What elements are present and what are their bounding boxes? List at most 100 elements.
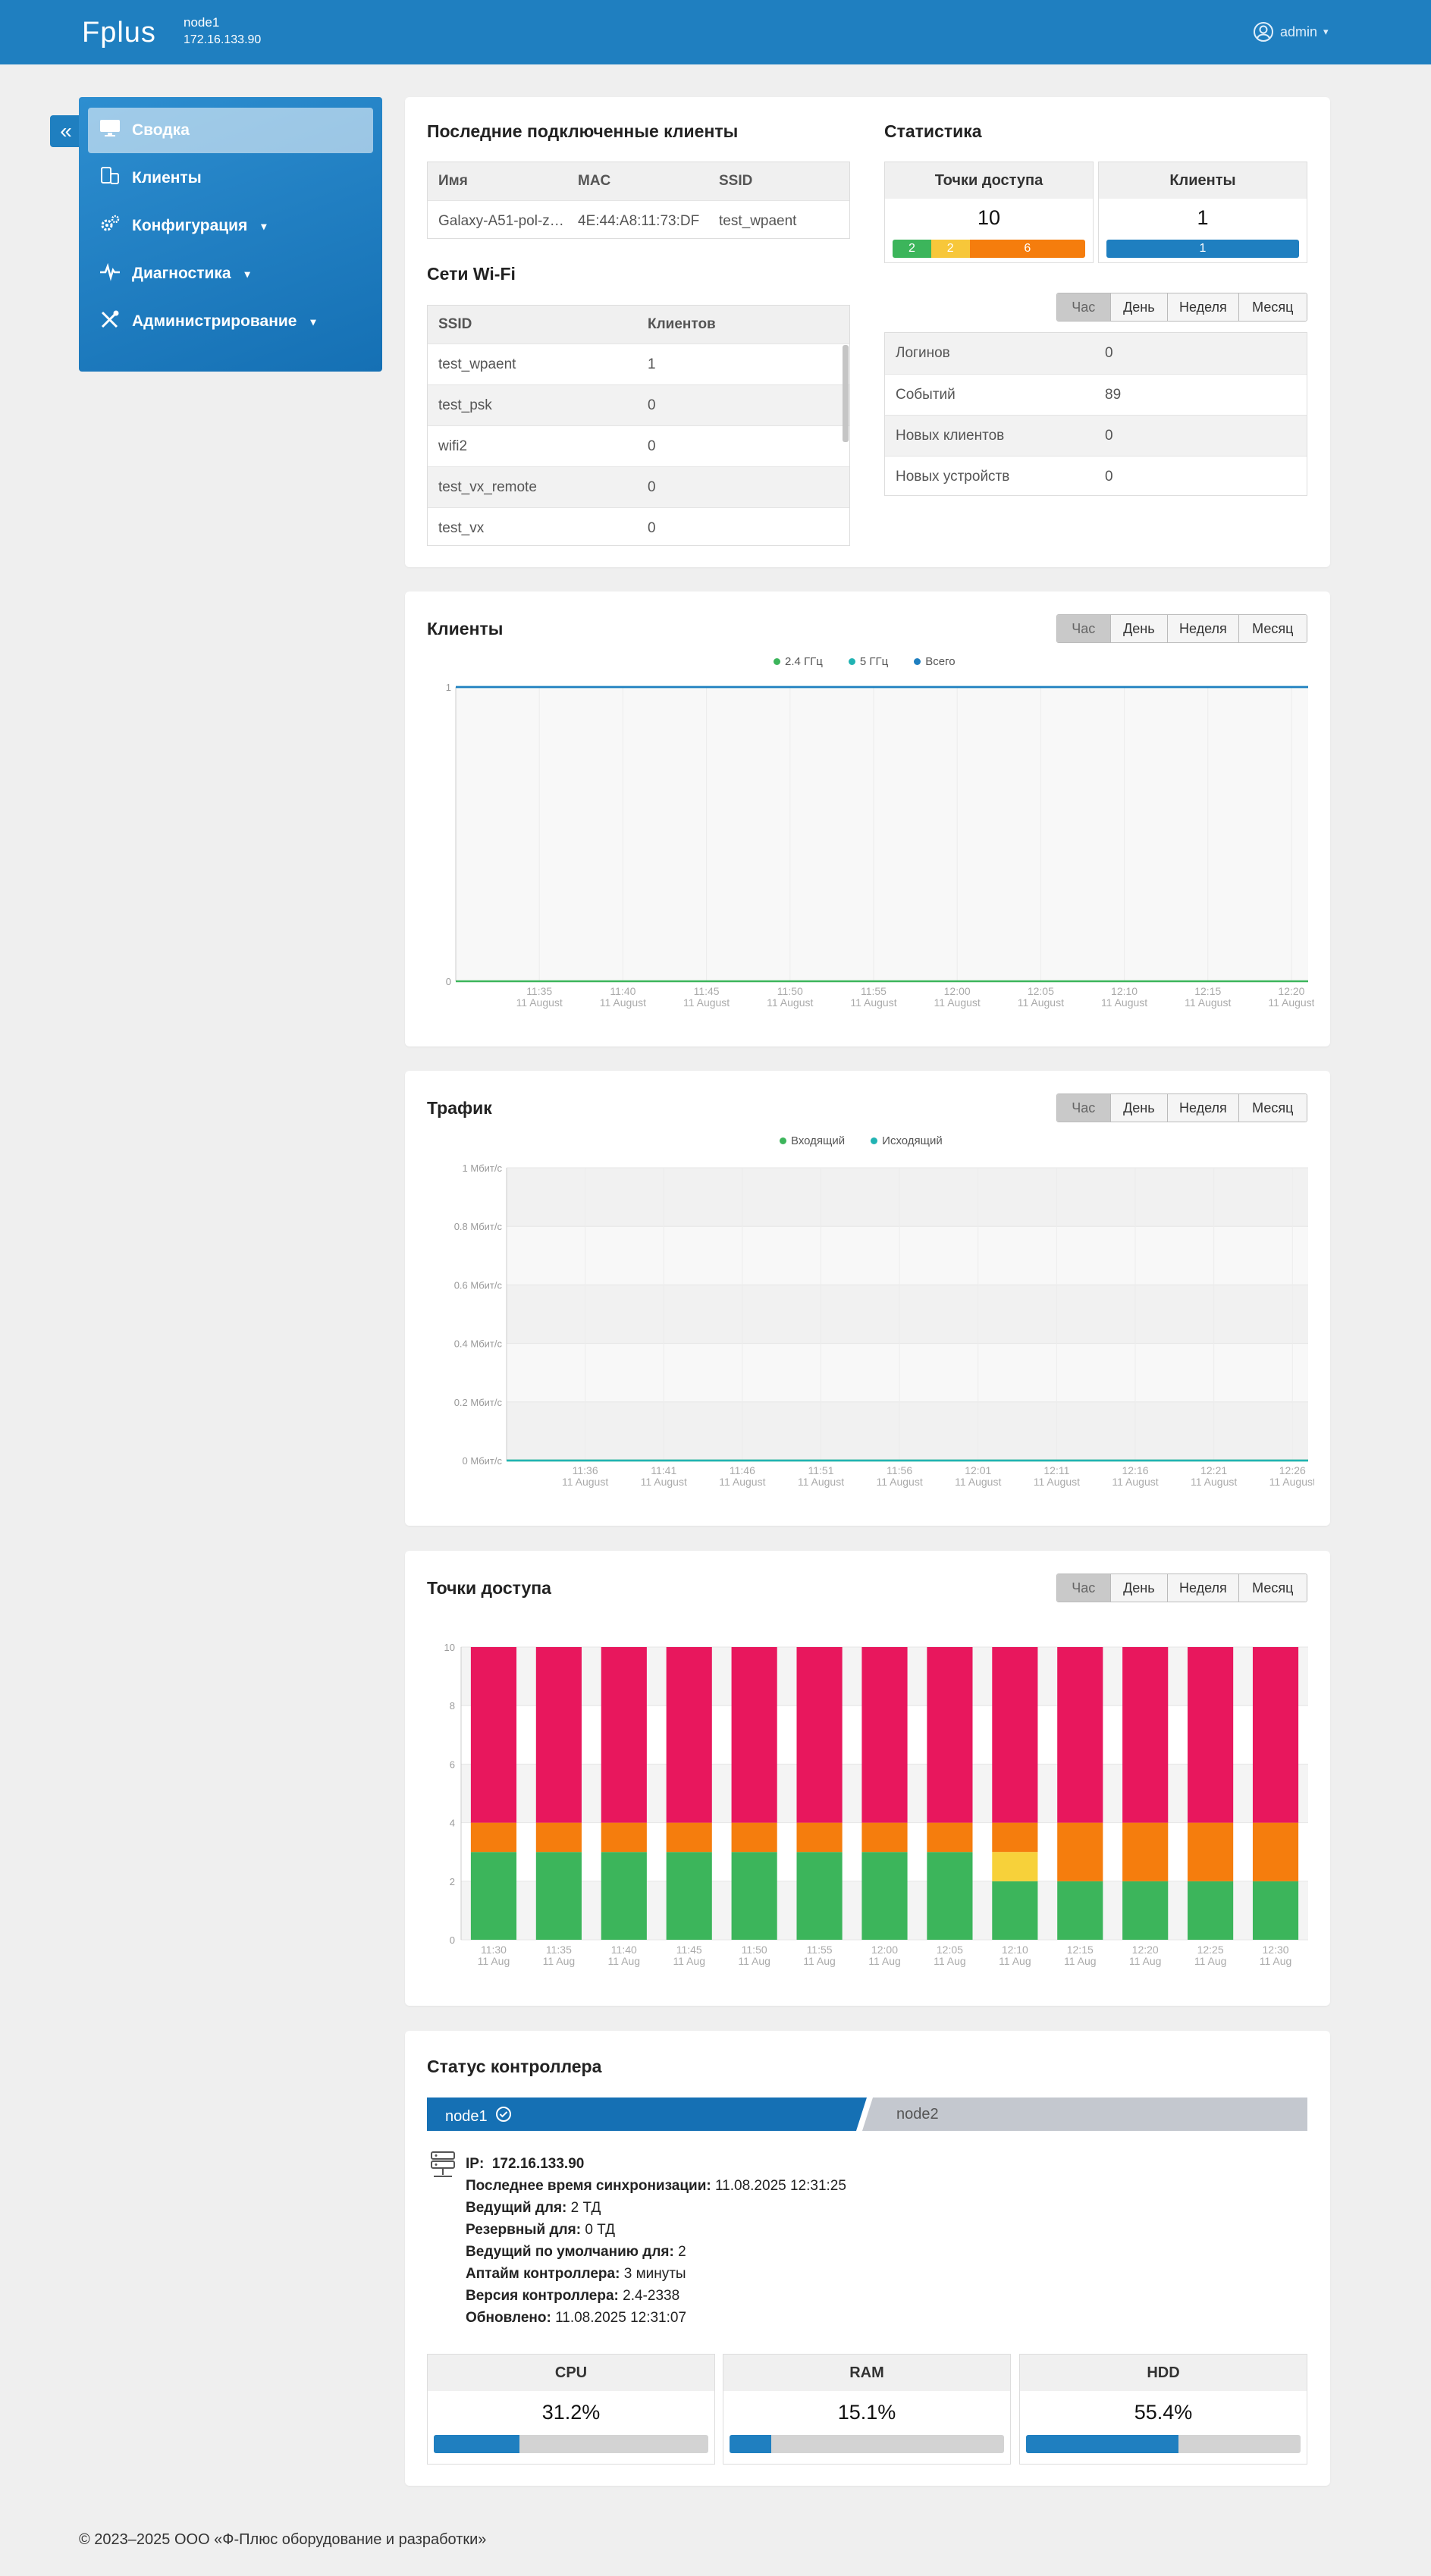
scrollbar[interactable] <box>843 345 849 442</box>
traffic-chart-title: Трафик <box>427 1098 492 1118</box>
x-tick-sublabel: 11 Aug <box>1194 1955 1227 1967</box>
wifi-ssid: test_vx <box>438 519 485 536</box>
y-tick-label: 0.6 Мбит/с <box>454 1279 503 1291</box>
table-row[interactable]: test_vx 0 <box>428 507 849 545</box>
wifi-table: SSID Клиентов test_wpaent 1 test_psk 0 wif… <box>427 305 850 546</box>
check-circle-icon <box>495 2106 512 2127</box>
bar-segment <box>470 1822 517 1853</box>
tab-node1[interactable] <box>427 2098 867 2131</box>
column-header: SSID <box>719 173 753 189</box>
wifi-clients: 0 <box>648 438 656 454</box>
user-name: admin <box>1280 24 1318 39</box>
devices-icon <box>99 166 121 190</box>
table-row[interactable]: test_psk 0 <box>428 384 849 425</box>
user-menu[interactable]: admin ▾ <box>1253 21 1329 42</box>
client-mac: 4E:44:A8:11:73:DF <box>578 212 700 229</box>
tab-node1-label[interactable]: node1 <box>445 2106 512 2127</box>
period-day-button[interactable]: День <box>1109 1574 1168 1602</box>
stat-label: Логинов <box>896 345 950 361</box>
sidebar-item-diagnostics[interactable]: Диагностика ▾ <box>88 251 373 297</box>
y-tick-label: 0 <box>450 1934 455 1946</box>
table-header: SSID Клиентов <box>428 306 849 344</box>
x-tick-sublabel: 11 August <box>719 1476 765 1488</box>
y-tick-label: 4 <box>450 1818 455 1829</box>
column-header: Имя <box>438 173 468 189</box>
sidebar-item-summary[interactable]: Сводка <box>88 108 373 153</box>
chevron-down-icon: ▾ <box>310 315 316 328</box>
sidebar: Сводка Клиенты Конфигурация ▾ Диагностик… <box>79 97 382 372</box>
legend-item[interactable]: 5 ГГц <box>848 655 888 668</box>
period-week-button[interactable]: Неделя <box>1167 1574 1238 1602</box>
bar-segment <box>535 1647 582 1823</box>
legend-item[interactable]: 2.4 ГГц <box>774 655 823 668</box>
controller-title: Статус контроллера <box>427 2057 602 2076</box>
table-row[interactable]: test_wpaent 1 <box>428 344 849 384</box>
x-tick-label: 11:56 <box>887 1464 912 1476</box>
period-week-button[interactable]: Неделя <box>1167 615 1238 642</box>
period-hour-button[interactable]: Час <box>1057 293 1110 321</box>
sidebar-item-configuration[interactable]: Конфигурация ▾ <box>88 203 373 249</box>
logo[interactable]: Fplus <box>82 17 156 49</box>
x-tick-sublabel: 11 August <box>1101 996 1147 1009</box>
hdd-box: HDD 55.4% <box>1019 2354 1307 2465</box>
column-header: Клиентов <box>648 316 716 332</box>
period-day-button[interactable]: День <box>1109 615 1168 642</box>
x-tick-label: 12:26 <box>1279 1464 1306 1476</box>
sidebar-item-administration[interactable]: Администрирование ▾ <box>88 299 373 344</box>
bar-segment <box>470 1852 517 1940</box>
ap-status-segment-yellow: 2 <box>930 240 970 258</box>
period-month-button[interactable]: Месяц <box>1238 1094 1307 1122</box>
x-tick-sublabel: 11 August <box>516 996 563 1009</box>
period-month-button[interactable]: Месяц <box>1238 293 1307 321</box>
y-tick-label: 1 <box>446 682 451 693</box>
x-tick-label: 12:15 <box>1194 985 1221 997</box>
table-row: Новых клиентов 0 <box>885 415 1307 456</box>
period-day-button[interactable]: День <box>1109 293 1168 321</box>
bar-segment <box>666 1647 712 1823</box>
legend-item[interactable]: Входящий <box>780 1134 845 1147</box>
x-tick-sublabel: 11 Aug <box>868 1955 901 1967</box>
period-week-button[interactable]: Неделя <box>1167 293 1238 321</box>
tab-node2-label[interactable]: node2 <box>896 2106 939 2123</box>
sidebar-collapse-button[interactable]: « <box>50 115 82 147</box>
hdd-value: 55.4% <box>1134 2400 1193 2424</box>
x-tick-label: 11:51 <box>808 1464 834 1476</box>
ap-stat-total: 10 <box>977 206 1001 229</box>
x-tick-label: 11:40 <box>610 985 635 997</box>
table-row[interactable]: test_vx_remote 0 <box>428 466 849 507</box>
x-tick-sublabel: 11 August <box>641 1476 687 1488</box>
period-hour-button[interactable]: Час <box>1057 1094 1110 1122</box>
bar-segment <box>666 1852 712 1940</box>
ram-label: RAM <box>723 2355 1010 2391</box>
y-tick-label: 2 <box>450 1876 455 1887</box>
legend-item[interactable]: Всего <box>914 655 956 668</box>
x-tick-sublabel: 11 August <box>1269 1476 1314 1488</box>
x-tick-sublabel: 11 August <box>683 996 730 1009</box>
table-row[interactable]: wifi2 0 <box>428 425 849 466</box>
user-circle-icon <box>1253 21 1274 42</box>
ip-label: IP: <box>466 2156 485 2172</box>
stat-value: 0 <box>1105 345 1113 361</box>
pulse-icon <box>99 262 121 286</box>
period-day-button[interactable]: День <box>1109 1094 1168 1122</box>
wifi-clients: 0 <box>648 397 656 413</box>
y-tick-label: 6 <box>450 1759 455 1770</box>
period-hour-button[interactable]: Час <box>1057 615 1110 642</box>
table-row: Событий 89 <box>885 374 1307 415</box>
wifi-ssid: test_wpaent <box>438 356 516 372</box>
x-tick-sublabel: 11 August <box>850 996 896 1009</box>
bar-segment <box>796 1822 843 1853</box>
legend-item[interactable]: Исходящий <box>871 1134 943 1147</box>
traffic-chart: 0 Мбит/с 0.2 Мбит/с 0.4 Мбит/с 0.6 Мбит/с 0.… <box>454 1162 1314 1488</box>
period-hour-button[interactable]: Час <box>1057 1574 1110 1602</box>
tab-node2[interactable] <box>862 2098 1307 2131</box>
period-week-button[interactable]: Неделя <box>1167 1094 1238 1122</box>
x-tick-sublabel: 11 Aug <box>1064 1955 1097 1967</box>
period-month-button[interactable]: Месяц <box>1238 615 1307 642</box>
period-month-button[interactable]: Месяц <box>1238 1574 1307 1602</box>
sidebar-item-clients[interactable]: Клиенты <box>88 155 373 201</box>
controller-info-line: Обновлено: 11.08.2025 12:31:07 <box>466 2310 687 2326</box>
table-row[interactable]: Galaxy-A51-pol-zo... 4E:44:A8:11:73:DF t… <box>428 200 849 241</box>
